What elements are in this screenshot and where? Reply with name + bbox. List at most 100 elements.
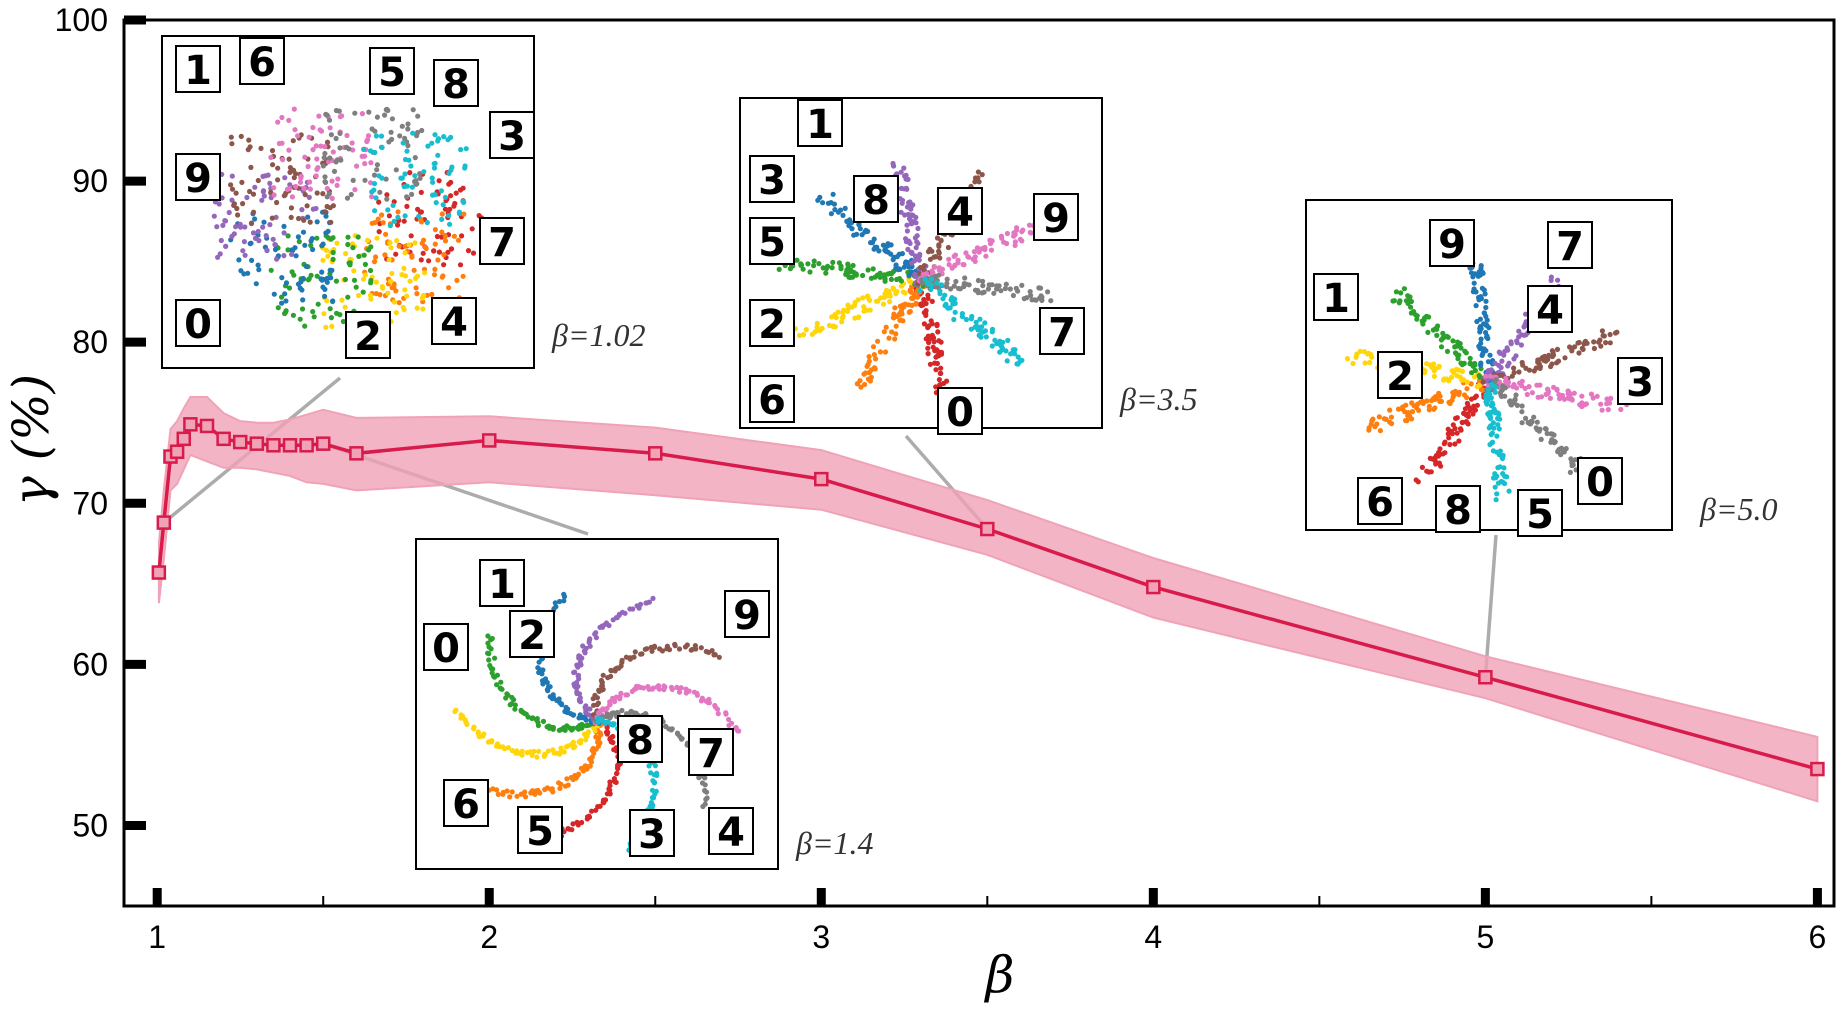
data-point bbox=[249, 436, 265, 451]
digit-thumbnail-label: 8 bbox=[1444, 488, 1472, 534]
digit-thumbnail-label: 9 bbox=[1042, 196, 1070, 242]
beta-annotation-label: β=5.0 bbox=[1699, 491, 1778, 527]
digit-thumbnail-label: 3 bbox=[758, 158, 786, 204]
digit-thumbnail-label: 2 bbox=[758, 302, 786, 348]
embedding-inset: 12 0 9 8 7 65 3 4 β=1.4 bbox=[415, 538, 874, 870]
digit-thumbnail bbox=[345, 311, 391, 359]
digit-thumbnail-label: 6 bbox=[758, 378, 786, 424]
digit-thumbnail bbox=[175, 45, 221, 93]
digit-thumbnail-label: 2 bbox=[354, 314, 382, 360]
digit-thumbnail bbox=[431, 297, 477, 345]
digit-thumbnail bbox=[797, 99, 843, 147]
data-point bbox=[980, 521, 995, 537]
digit-thumbnail-label: 1 bbox=[806, 102, 834, 148]
data-point bbox=[315, 436, 331, 451]
digit-thumbnail bbox=[629, 809, 675, 857]
y-tick-labels: 50 60 70 80 90 100 bbox=[55, 2, 108, 843]
digit-thumbnail bbox=[479, 217, 525, 265]
digit-thumbnail-label: 6 bbox=[248, 40, 276, 86]
digit-thumbnail bbox=[1435, 485, 1481, 533]
digit-thumbnail bbox=[1033, 193, 1079, 241]
x-tick-label: 6 bbox=[1808, 919, 1826, 955]
digit-thumbnail-label: 3 bbox=[1626, 360, 1654, 406]
beta-annotation-label: β=1.4 bbox=[795, 825, 874, 861]
data-point bbox=[169, 444, 185, 459]
digit-thumbnail bbox=[1517, 489, 1563, 537]
data-point bbox=[151, 565, 167, 580]
embedding-scatter-picture bbox=[776, 160, 1054, 398]
digit-thumbnail-label: 7 bbox=[1556, 224, 1584, 270]
data-point bbox=[216, 431, 231, 447]
digit-thumbnail-label: 0 bbox=[946, 390, 974, 436]
data-point bbox=[1146, 579, 1161, 595]
digit-thumbnail bbox=[617, 715, 663, 763]
digit-thumbnail-label: 6 bbox=[452, 782, 480, 828]
digit-thumbnail-label: 5 bbox=[526, 809, 554, 855]
digit-thumbnail bbox=[479, 559, 525, 607]
digit-thumbnail-label: 9 bbox=[184, 156, 212, 202]
digit-thumbnail bbox=[1429, 219, 1475, 267]
digit-thumbnail bbox=[1039, 307, 1085, 355]
data-point bbox=[232, 434, 248, 450]
series-markers bbox=[151, 417, 1825, 777]
digit-thumbnail-label: 1 bbox=[184, 48, 212, 94]
beta-annotation-label: β=3.5 bbox=[1119, 381, 1198, 417]
digit-thumbnail-label: 0 bbox=[1586, 460, 1614, 506]
digit-thumbnail bbox=[749, 375, 795, 423]
digit-thumbnail-label: 1 bbox=[1322, 276, 1350, 322]
data-point bbox=[299, 438, 314, 453]
embedding-inset: 1 6 5 83 9 7 0 2 4 β=1.02 bbox=[161, 35, 646, 369]
digit-thumbnail bbox=[423, 623, 469, 671]
digit-thumbnail-label: 9 bbox=[1438, 222, 1466, 268]
digit-thumbnail bbox=[1617, 357, 1663, 405]
digit-thumbnail bbox=[688, 728, 734, 776]
embedding-inset: 13 8 4 9 5 2 7 6 0 β=3.5 bbox=[739, 97, 1198, 436]
data-point bbox=[349, 446, 364, 461]
x-axis-label: β bbox=[984, 946, 1015, 1004]
data-point bbox=[183, 417, 198, 432]
digit-thumbnail bbox=[708, 807, 754, 855]
x-tick-label: 1 bbox=[148, 919, 166, 955]
data-point bbox=[282, 438, 298, 453]
digit-thumbnail-label: 5 bbox=[1526, 492, 1554, 538]
digit-thumbnail-label: 0 bbox=[184, 302, 212, 348]
plot-frame bbox=[122, 18, 1836, 908]
digit-thumbnail-label: 9 bbox=[733, 593, 761, 639]
digit-thumbnail bbox=[749, 217, 795, 265]
digit-thumbnail-label: 5 bbox=[758, 220, 786, 266]
digit-thumbnail-label: 4 bbox=[1536, 288, 1564, 334]
digit-thumbnail bbox=[1577, 457, 1623, 505]
beta-annotation-label: β=1.02 bbox=[551, 317, 646, 353]
data-point bbox=[156, 515, 172, 530]
digit-thumbnail bbox=[1313, 273, 1359, 321]
digit-thumbnail-label: 4 bbox=[440, 300, 468, 346]
x-tick-label: 4 bbox=[1144, 919, 1162, 955]
data-point bbox=[266, 438, 281, 453]
digit-thumbnail bbox=[239, 37, 285, 85]
digit-thumbnail-label: 7 bbox=[697, 731, 725, 777]
digit-thumbnail bbox=[937, 387, 983, 435]
digit-thumbnail-label: 4 bbox=[717, 810, 745, 856]
y-axis-label: γ (%) bbox=[2, 374, 60, 506]
digit-thumbnail-label: 8 bbox=[626, 718, 654, 764]
digit-thumbnail-label: 8 bbox=[442, 62, 470, 108]
x-tick-label: 2 bbox=[480, 919, 498, 955]
y-tick-label: 100 bbox=[55, 2, 108, 38]
embedding-scatter-picture bbox=[452, 591, 742, 853]
data-point bbox=[481, 433, 497, 448]
digit-thumbnail bbox=[175, 299, 221, 347]
y-tick-label: 50 bbox=[72, 807, 108, 843]
x-tick-labels: 1 2 3 4 5 6 bbox=[148, 919, 1826, 955]
y-tick-label: 70 bbox=[72, 485, 108, 521]
y-tick-label: 90 bbox=[72, 163, 108, 199]
digit-thumbnail-label: 2 bbox=[1386, 354, 1414, 400]
y-tick-label: 60 bbox=[72, 646, 108, 682]
digit-thumbnail bbox=[937, 187, 983, 235]
digit-thumbnail bbox=[517, 806, 563, 854]
axis-ticks bbox=[124, 15, 1822, 906]
embedding-inset: 9 7 1 4 2 3 6 8 50 β=5.0 bbox=[1305, 199, 1778, 538]
digit-thumbnail-label: 1 bbox=[488, 562, 516, 608]
y-tick-label: 80 bbox=[72, 324, 108, 360]
